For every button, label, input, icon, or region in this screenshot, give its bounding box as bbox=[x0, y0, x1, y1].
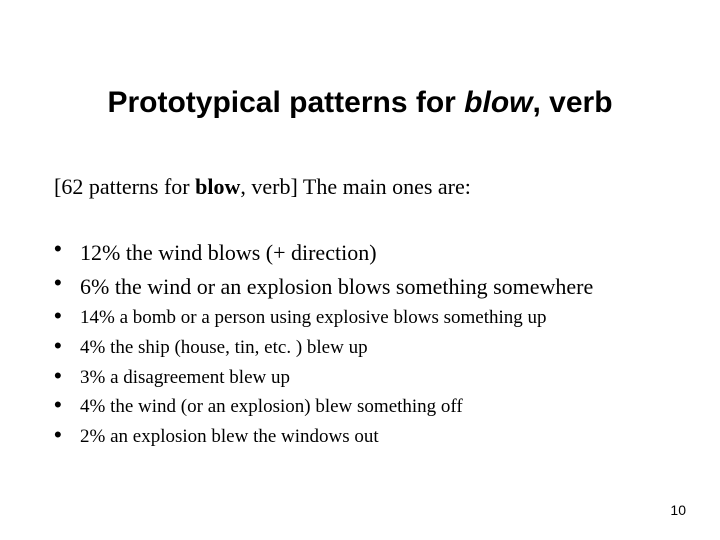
title-suffix: , verb bbox=[533, 86, 613, 119]
list-item: 2% an explosion blew the windows out bbox=[54, 424, 680, 450]
intro-suffix: , verb] The main ones are: bbox=[240, 174, 471, 199]
title-prefix: Prototypical patterns for bbox=[107, 86, 464, 119]
list-item: 3% a disagreement blew up bbox=[54, 365, 680, 391]
bullet-text: 3% a disagreement blew up bbox=[80, 367, 290, 388]
list-item: 4% the ship (house, tin, etc. ) blew up bbox=[54, 335, 680, 361]
slide-title: Prototypical patterns for blow, verb bbox=[0, 86, 720, 119]
list-item: 14% a bomb or a person using explosive b… bbox=[54, 305, 680, 331]
intro-line: [62 patterns for blow, verb] The main on… bbox=[54, 174, 471, 200]
bullet-text: 4% the wind (or an explosion) blew somet… bbox=[80, 396, 463, 417]
title-italic-word: blow bbox=[464, 86, 532, 119]
intro-bold-word: blow bbox=[195, 174, 240, 199]
bullet-text: 14% a bomb or a person using explosive b… bbox=[80, 307, 547, 328]
list-item: 4% the wind (or an explosion) blew somet… bbox=[54, 394, 680, 420]
bullet-list: 12% the wind blows (+ direction) 6% the … bbox=[54, 238, 680, 454]
list-item: 6% the wind or an explosion blows someth… bbox=[54, 272, 680, 302]
bullet-text: 6% the wind or an explosion blows someth… bbox=[80, 274, 593, 299]
bullet-text: 4% the ship (house, tin, etc. ) blew up bbox=[80, 337, 368, 358]
intro-prefix: [62 patterns for bbox=[54, 174, 195, 199]
list-item: 12% the wind blows (+ direction) bbox=[54, 238, 680, 268]
slide: Prototypical patterns for blow, verb [62… bbox=[0, 0, 720, 540]
bullet-text: 2% an explosion blew the windows out bbox=[80, 426, 379, 447]
bullet-text: 12% the wind blows (+ direction) bbox=[80, 240, 377, 265]
page-number: 10 bbox=[670, 502, 686, 518]
